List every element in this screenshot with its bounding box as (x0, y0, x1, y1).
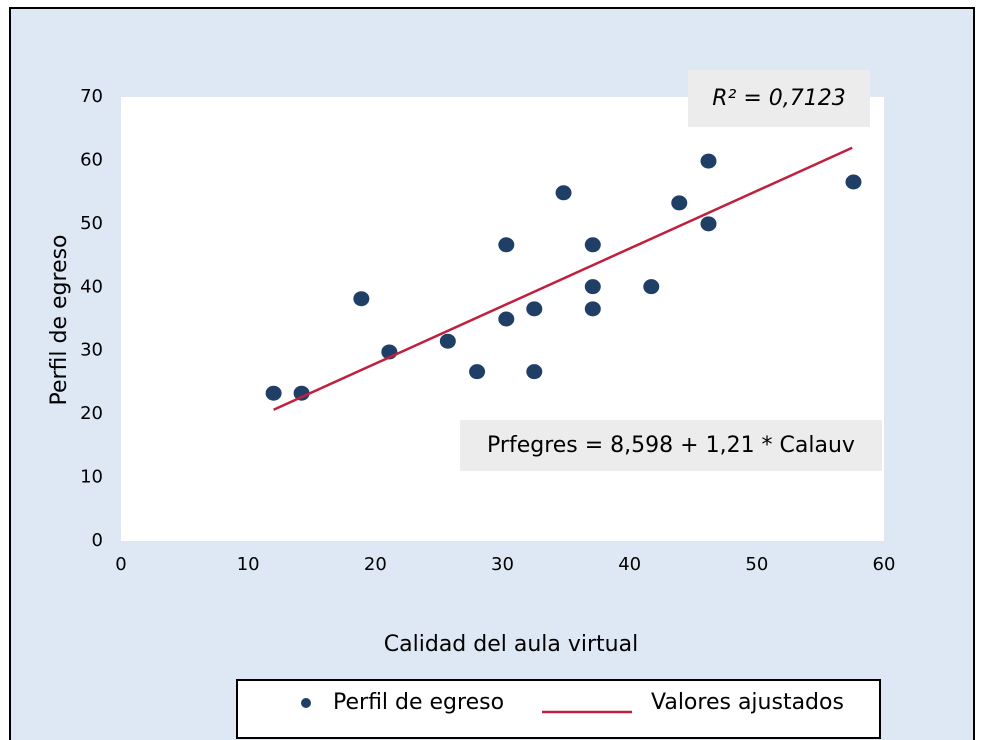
x-tick-label: 50 (745, 554, 768, 575)
y-tick-label: 70 (80, 86, 103, 107)
scatter-point (643, 279, 660, 295)
scatter-point (498, 237, 515, 253)
y-tick-label: 40 (80, 276, 103, 297)
scatter-point (439, 333, 456, 349)
equation-annotation: Prfegres = 8,598 + 1,21 * Calauv (487, 433, 855, 458)
scatter-point (584, 279, 601, 295)
y-tick-label: 20 (80, 403, 103, 424)
legend-label: Valores ajustados (651, 690, 844, 715)
y-tick-label: 10 (80, 467, 103, 488)
scatter-point (293, 385, 310, 401)
legend (236, 679, 881, 739)
y-tick-label: 0 (92, 530, 103, 551)
scatter-point (526, 364, 543, 380)
y-tick-label: 30 (80, 340, 103, 361)
x-tick-label: 0 (115, 554, 126, 575)
legend-symbol (301, 698, 311, 708)
scatter-point (700, 153, 717, 169)
x-tick-label: 60 (873, 554, 896, 575)
scatter-point (555, 185, 572, 201)
scatter-point (526, 301, 543, 317)
x-tick-label: 10 (237, 554, 260, 575)
scatter-point (671, 195, 688, 211)
x-axis-label: Calidad del aula virtual (384, 632, 638, 657)
scatter-point (584, 237, 601, 253)
scatter-point (700, 216, 717, 232)
equation-box (460, 420, 882, 471)
scatter-point (353, 291, 370, 307)
x-tick-label: 40 (618, 554, 641, 575)
y-tick-label: 50 (80, 213, 103, 234)
fit-line (273, 146, 853, 411)
y-tick-label: 60 (80, 149, 103, 170)
r2-annotation: R² = 0,7123 (712, 86, 846, 111)
scatter-point (584, 301, 601, 317)
x-tick-label: 30 (491, 554, 514, 575)
legend-label: Perfil de egreso (333, 690, 504, 715)
scatter-point (469, 364, 486, 380)
scatter-point (265, 385, 282, 401)
y-axis-label: Perfil de egreso (47, 234, 72, 405)
scatter-point (498, 311, 515, 327)
scatter-point (845, 174, 862, 190)
x-tick-label: 20 (364, 554, 387, 575)
r2-box (688, 70, 870, 127)
